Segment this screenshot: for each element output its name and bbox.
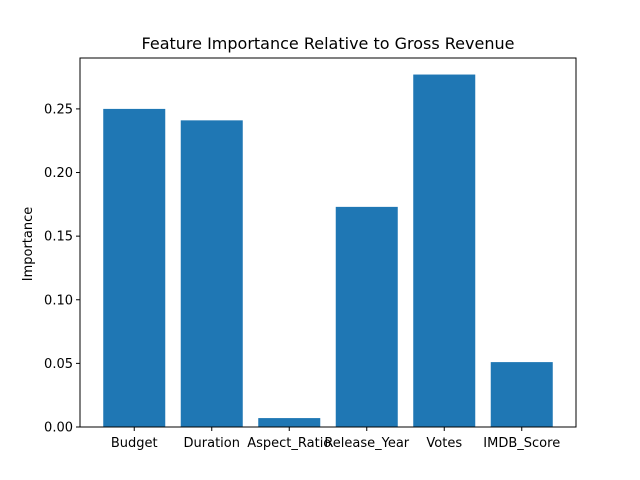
y-tick-label: 0.05 <box>44 357 73 372</box>
bar-duration <box>180 120 243 427</box>
bar-imdb-score <box>490 362 553 427</box>
x-tick-label: Aspect_Ratio <box>247 436 331 451</box>
chart-title: Feature Importance Relative to Gross Rev… <box>142 34 515 53</box>
y-tick-label: 0.20 <box>44 166 73 181</box>
y-tick-label: 0.15 <box>44 230 73 245</box>
plot-frame <box>79 57 577 428</box>
x-tick-label: IMDB_Score <box>483 436 560 451</box>
y-tick-label: 0.10 <box>44 293 73 308</box>
x-tick-label: Budget <box>111 436 158 451</box>
bars-group <box>103 74 553 428</box>
y-tick-label: 0.00 <box>44 421 73 436</box>
y-tick-label: 0.25 <box>44 102 73 117</box>
bar-votes <box>413 74 476 427</box>
bar-aspect-ratio <box>258 418 321 427</box>
y-axis-label: Importance <box>21 207 36 282</box>
y-axis-ticks: 0.00 0.05 0.10 0.15 0.20 0.25 <box>44 102 80 436</box>
x-tick-label: Votes <box>426 436 462 451</box>
bar-release-year <box>335 206 398 427</box>
x-tick-label: Release_Year <box>324 436 409 451</box>
x-tick-label: Duration <box>184 436 240 451</box>
bar-budget <box>103 108 166 428</box>
